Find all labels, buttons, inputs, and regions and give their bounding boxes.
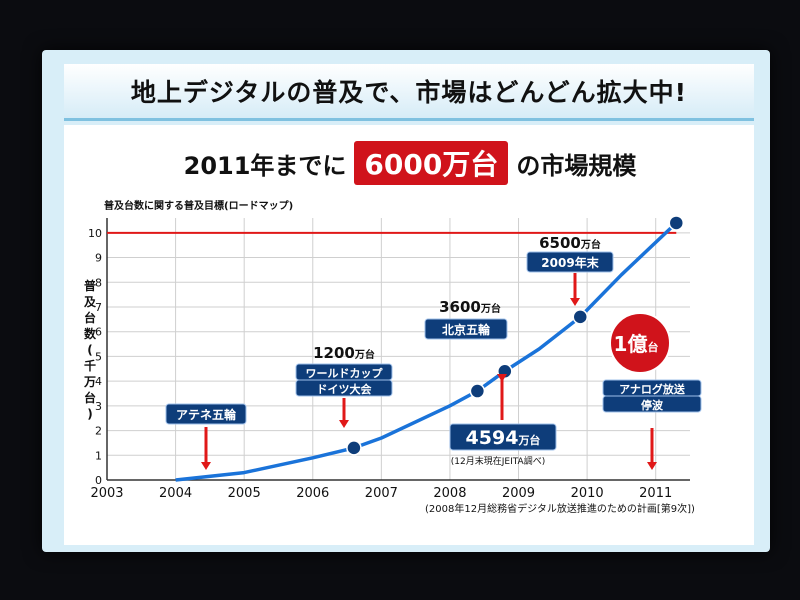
y-axis-label: 台 (84, 390, 96, 405)
value-6500: 6500万台 (539, 234, 601, 252)
x-tick-label: 2004 (159, 486, 192, 501)
annotation-worldcup-1: ワールドカップ (306, 366, 384, 380)
series-line (175, 221, 678, 482)
subhead-suffix: の市場規模 (516, 151, 637, 180)
y-tick-label: 7 (95, 301, 102, 314)
annotation-worldcup-2: ドイツ大会 (317, 382, 373, 396)
y-tick-label: 4 (95, 375, 102, 388)
x-tick-label: 2009 (502, 486, 535, 501)
data-point (668, 215, 685, 231)
y-tick-label: 8 (95, 276, 102, 289)
x-tick-label: 2005 (228, 486, 261, 501)
source-note: (2008年12月総務省デジタル放送推進のための計画[第9次]) (425, 502, 695, 515)
data-point (572, 309, 589, 325)
y-tick-label: 2 (95, 425, 102, 438)
x-tick-label: 2011 (639, 486, 672, 501)
subhead-prefix: 2011年までに (183, 151, 347, 180)
y-tick-label: 1 (95, 449, 102, 462)
annotation-athens: アテネ五輪 (176, 407, 237, 422)
value-1200: 1200万台 (313, 344, 375, 362)
note-jeita: (12月末現在JEITA調べ) (451, 455, 545, 467)
arrow-worldcup-head (339, 420, 349, 428)
x-tick-label: 2003 (90, 486, 123, 501)
annotation-beijing-box (424, 318, 508, 340)
annotation-analog-1: アナログ放送 (619, 382, 686, 396)
y-axis-label: 及 (84, 295, 97, 309)
data-point (346, 440, 362, 456)
arrow-2009-head (570, 298, 580, 306)
arrow-athens-head (201, 462, 211, 470)
annotation-2009-box (526, 251, 614, 273)
y-tick-label: 0 (95, 474, 102, 487)
y-axis-label: ) (87, 407, 92, 421)
y-tick-label: 5 (95, 350, 102, 363)
arrow-4594-head (497, 374, 507, 382)
y-tick-label: 6 (95, 326, 102, 339)
chart-title: 普及台数に関する普及目標(ロードマップ) (104, 199, 293, 212)
y-axis-label: 千 (84, 358, 96, 373)
y-axis-label: ( (87, 343, 92, 357)
annotation-analog-2: 停波 (641, 398, 664, 412)
y-axis-label: 普 (84, 278, 96, 293)
annotation-analog-2-box (602, 395, 702, 413)
data-point (469, 383, 486, 399)
subheadline: 2011年までに 6000万台 の市場規模 (110, 140, 710, 186)
x-tick-label: 2007 (365, 486, 398, 501)
y-axis-label: 台 (84, 310, 96, 325)
annotation-4594-box (449, 423, 557, 451)
x-tick-label: 2008 (433, 486, 466, 501)
y-tick-label: 10 (88, 227, 102, 240)
y-tick-label: 9 (95, 252, 102, 265)
annotation-beijing: 北京五輪 (442, 322, 491, 337)
value-3600: 3600万台 (439, 298, 501, 316)
annotation-2009: 2009年末 (541, 255, 599, 270)
x-tick-label: 2006 (296, 486, 329, 501)
y-tick-label: 3 (95, 400, 102, 413)
oku-badge (609, 312, 671, 374)
subhead-highlight: 6000万台 (354, 141, 509, 185)
slide-headline: 地上デジタルの普及で、市場はどんどん拡大中! (130, 78, 688, 107)
x-tick-label: 2010 (571, 486, 604, 501)
annotation-athens-box (165, 403, 247, 425)
y-axis-label: 万 (83, 375, 96, 389)
arrow-analog-head (647, 462, 657, 470)
y-axis-label: 数 (84, 326, 97, 341)
headline-bar: 地上デジタルの普及で、市場はどんどん拡大中! (64, 64, 754, 121)
annotation-worldcup-2-box (295, 379, 393, 397)
